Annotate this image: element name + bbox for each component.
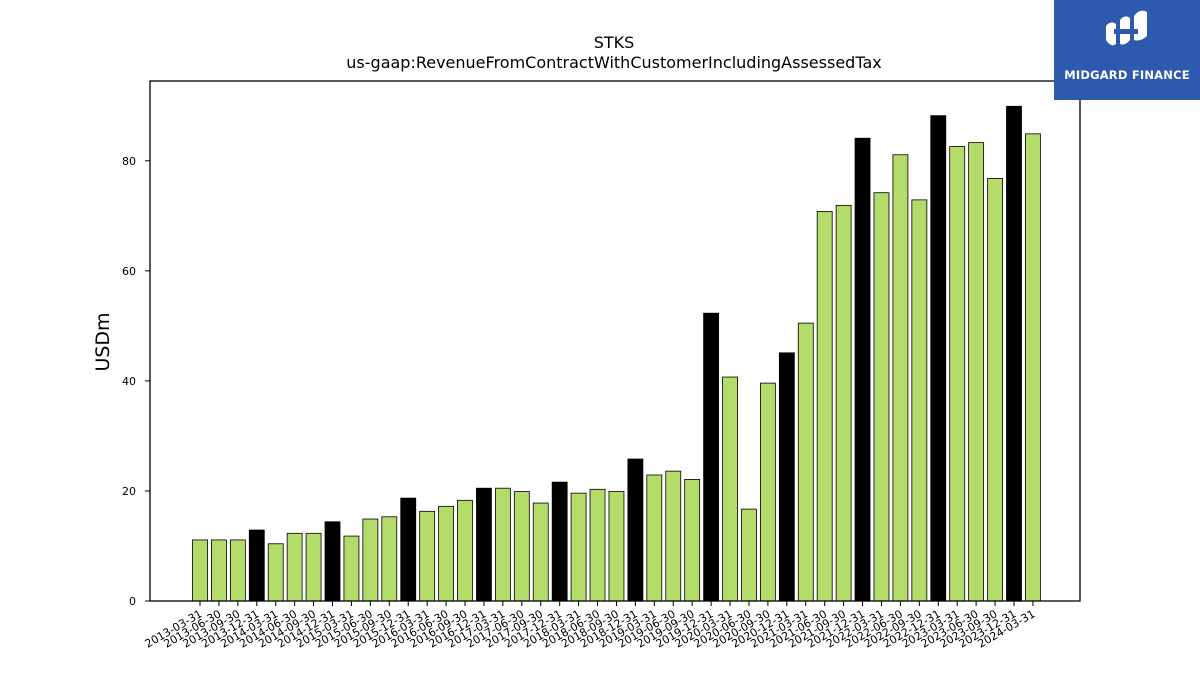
bar [722,376,738,602]
bar [911,199,928,602]
bar [968,142,985,602]
bar [551,481,568,602]
chart-title: STKS [594,33,635,52]
bar [267,543,284,602]
bar [1025,133,1041,602]
bar [703,312,720,602]
y-tick-label: 60 [122,265,136,278]
brand-logo-text: MIDGARD FINANCE [1064,68,1190,82]
bar [930,115,947,602]
bar [1006,105,1022,602]
bar [494,487,511,602]
bar [211,539,227,602]
bar [608,491,625,602]
y-axis-label: USDm [92,312,114,371]
bar [646,474,663,602]
bar [513,491,530,602]
bar [627,458,644,602]
bar [949,146,966,602]
bar [778,352,795,602]
y-tick-label: 20 [122,485,136,498]
midgard-logo-icon [1106,10,1147,46]
y-tick-label: 40 [122,375,136,388]
plot-frame [149,80,1081,602]
bar [476,487,492,602]
bar [816,211,833,602]
bar [419,510,436,602]
bar [229,539,246,602]
bar [741,508,757,602]
bar [892,154,909,602]
bar [760,382,776,602]
bars-group [192,105,1041,602]
bar [400,497,417,602]
bar [438,505,454,602]
bar [835,204,852,602]
bar [987,177,1003,602]
bar [665,470,682,602]
bar [589,488,606,602]
bar [305,532,322,602]
y-tick-label: 0 [129,595,136,608]
bar [381,516,398,602]
chart-subtitle: us-gaap:RevenueFromContractWithCustomerI… [346,53,881,72]
bar [532,502,549,602]
bar [570,492,587,602]
bar [854,137,871,602]
bar [286,532,303,602]
bar [343,535,360,602]
bar [797,322,814,602]
bar [248,529,265,602]
bar [457,499,473,602]
bar [684,478,701,602]
x-axis: 2013-03-312013-06-302013-09-302013-12-31… [143,601,1037,651]
y-tick-label: 80 [122,155,136,168]
bar [192,539,208,602]
y-axis: 0 20 40 60 80 [122,155,150,608]
bar [873,192,890,602]
bar [324,521,341,602]
bar [362,518,379,602]
brand-logo: MIDGARD FINANCE [1054,0,1200,100]
